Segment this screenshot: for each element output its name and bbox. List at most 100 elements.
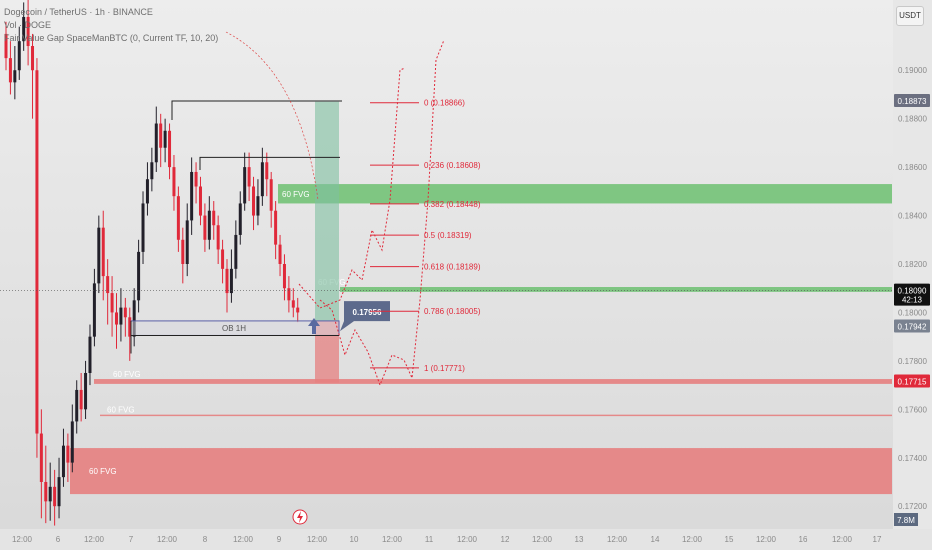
price-tick-label: 0.18800 (898, 115, 927, 124)
volume-badge-label: 7.8M (897, 516, 915, 525)
candle-body (39, 433, 43, 482)
fvg-zone (340, 287, 892, 292)
lightning-icon (297, 511, 303, 523)
candle-body (287, 288, 291, 301)
price-badge-label: 0.18873 (898, 97, 927, 106)
candle-body (13, 70, 17, 83)
drawings-layer: OB 1H 0.17956 (0, 31, 892, 354)
projection-path-upper (298, 67, 406, 309)
projection-layer (298, 39, 445, 387)
candle-body (44, 481, 48, 502)
candle-body (97, 227, 101, 284)
time-tick-label: 14 (651, 535, 660, 544)
price-badge-label: 0.17942 (898, 322, 927, 331)
time-tick-label: 17 (873, 535, 882, 544)
candle-body (110, 293, 114, 313)
price-badge (894, 283, 930, 306)
candle-body (212, 210, 216, 226)
candle-body (119, 307, 123, 325)
time-tick-label: 8 (203, 535, 208, 544)
time-arc (225, 31, 319, 201)
time-tick-label: 7 (129, 535, 134, 544)
candle-body (132, 300, 136, 337)
fib-level-label: 0.382 (0.18448) (424, 200, 481, 209)
price-callout-label: 0.17956 (353, 308, 382, 317)
candle-body (243, 167, 247, 204)
fib-level-label: 0.5 (0.18319) (424, 231, 472, 240)
fvg-zone (278, 184, 892, 204)
swing-high-line (199, 156, 340, 170)
fib-level-label: 0.618 (0.18189) (424, 263, 481, 272)
candle-body (265, 162, 269, 180)
time-tick-label: 13 (575, 535, 584, 544)
price-tick-label: 0.17800 (898, 357, 927, 366)
price-tick-label: 0.18400 (898, 212, 927, 221)
time-tick-label: 12:00 (756, 535, 777, 544)
candle-body (22, 16, 26, 42)
candle-body (291, 300, 295, 308)
candle-body (123, 307, 127, 318)
time-axis-layer: 12:00 6 12:00 7 12:00 8 12:00 9 12:00 10 12:00 11 12… (0, 509, 932, 550)
fibonacci-layer: 0 (0.18866) 0.236 (0.18608) 0.382 (0.18448… (370, 99, 481, 373)
price-badge-label: 0.17715 (898, 377, 927, 386)
candle-body (282, 264, 286, 289)
fib-level-label: 0.786 (0.18005) (424, 307, 481, 316)
candle-body (185, 220, 189, 264)
symbol-title[interactable]: Dogecoin / TetherUS · 1h · BINANCE (4, 7, 153, 17)
fvg-zone (100, 414, 892, 417)
candle-body (8, 58, 12, 83)
candle-body (48, 486, 52, 502)
candle-body (229, 268, 233, 294)
candle-body (269, 179, 273, 211)
candle-body (274, 210, 278, 245)
price-badge (894, 374, 930, 388)
price-tick-label: 0.17600 (898, 405, 927, 414)
candle-body (88, 336, 92, 373)
candle-body (198, 186, 202, 216)
candle-body (176, 196, 180, 240)
candle-body (106, 276, 110, 294)
candle-body (79, 389, 83, 410)
volume-legend[interactable]: Vol · DOGE (4, 20, 52, 30)
price-tick-label: 0.18000 (898, 308, 927, 317)
candle-body (35, 70, 39, 434)
candle-body (190, 171, 194, 221)
candle-body (154, 123, 158, 163)
candle-body (247, 167, 251, 187)
price-axis-layer: 0.19000 0.18800 0.18600 0.18400 0.18200 0.180… (893, 0, 932, 550)
candle-body (84, 372, 88, 410)
time-tick-label: 6 (56, 535, 61, 544)
currency-button[interactable]: USDT (896, 6, 924, 26)
time-tick-label: 12:00 (84, 535, 105, 544)
candle-body (115, 312, 118, 325)
candle-body (128, 317, 132, 337)
price-tick-label: 0.19000 (898, 66, 927, 75)
time-tick-label: 12:00 (532, 535, 553, 544)
candle-body (234, 234, 238, 269)
up-arrow-icon (308, 318, 320, 334)
fvg-label: 60 FVG (89, 467, 117, 476)
candle-body (145, 179, 149, 204)
time-tick-label: 12:00 (682, 535, 703, 544)
candle-body (181, 239, 185, 264)
candle-body (159, 123, 163, 148)
time-tick-label: 12:00 (307, 535, 328, 544)
candle-body (194, 171, 198, 187)
countdown-label: 42:13 (902, 296, 923, 305)
price-tick-label: 0.18200 (898, 260, 927, 269)
target-box (315, 101, 339, 321)
projection-path-lower (319, 39, 445, 387)
candle-body (92, 283, 96, 337)
candle-body (252, 186, 256, 216)
candle-body (225, 268, 229, 294)
fvg-label: 60 FVG (113, 370, 141, 379)
fvg-zone (70, 448, 892, 495)
price-tick-label: 0.17200 (898, 502, 927, 511)
candle-body (221, 249, 225, 269)
time-tick-label: 12:00 (607, 535, 628, 544)
indicator-legend[interactable]: Fair Value Gap SpaceManBTC (0, Current T… (4, 33, 219, 43)
time-tick-label: 12:00 (382, 535, 403, 544)
